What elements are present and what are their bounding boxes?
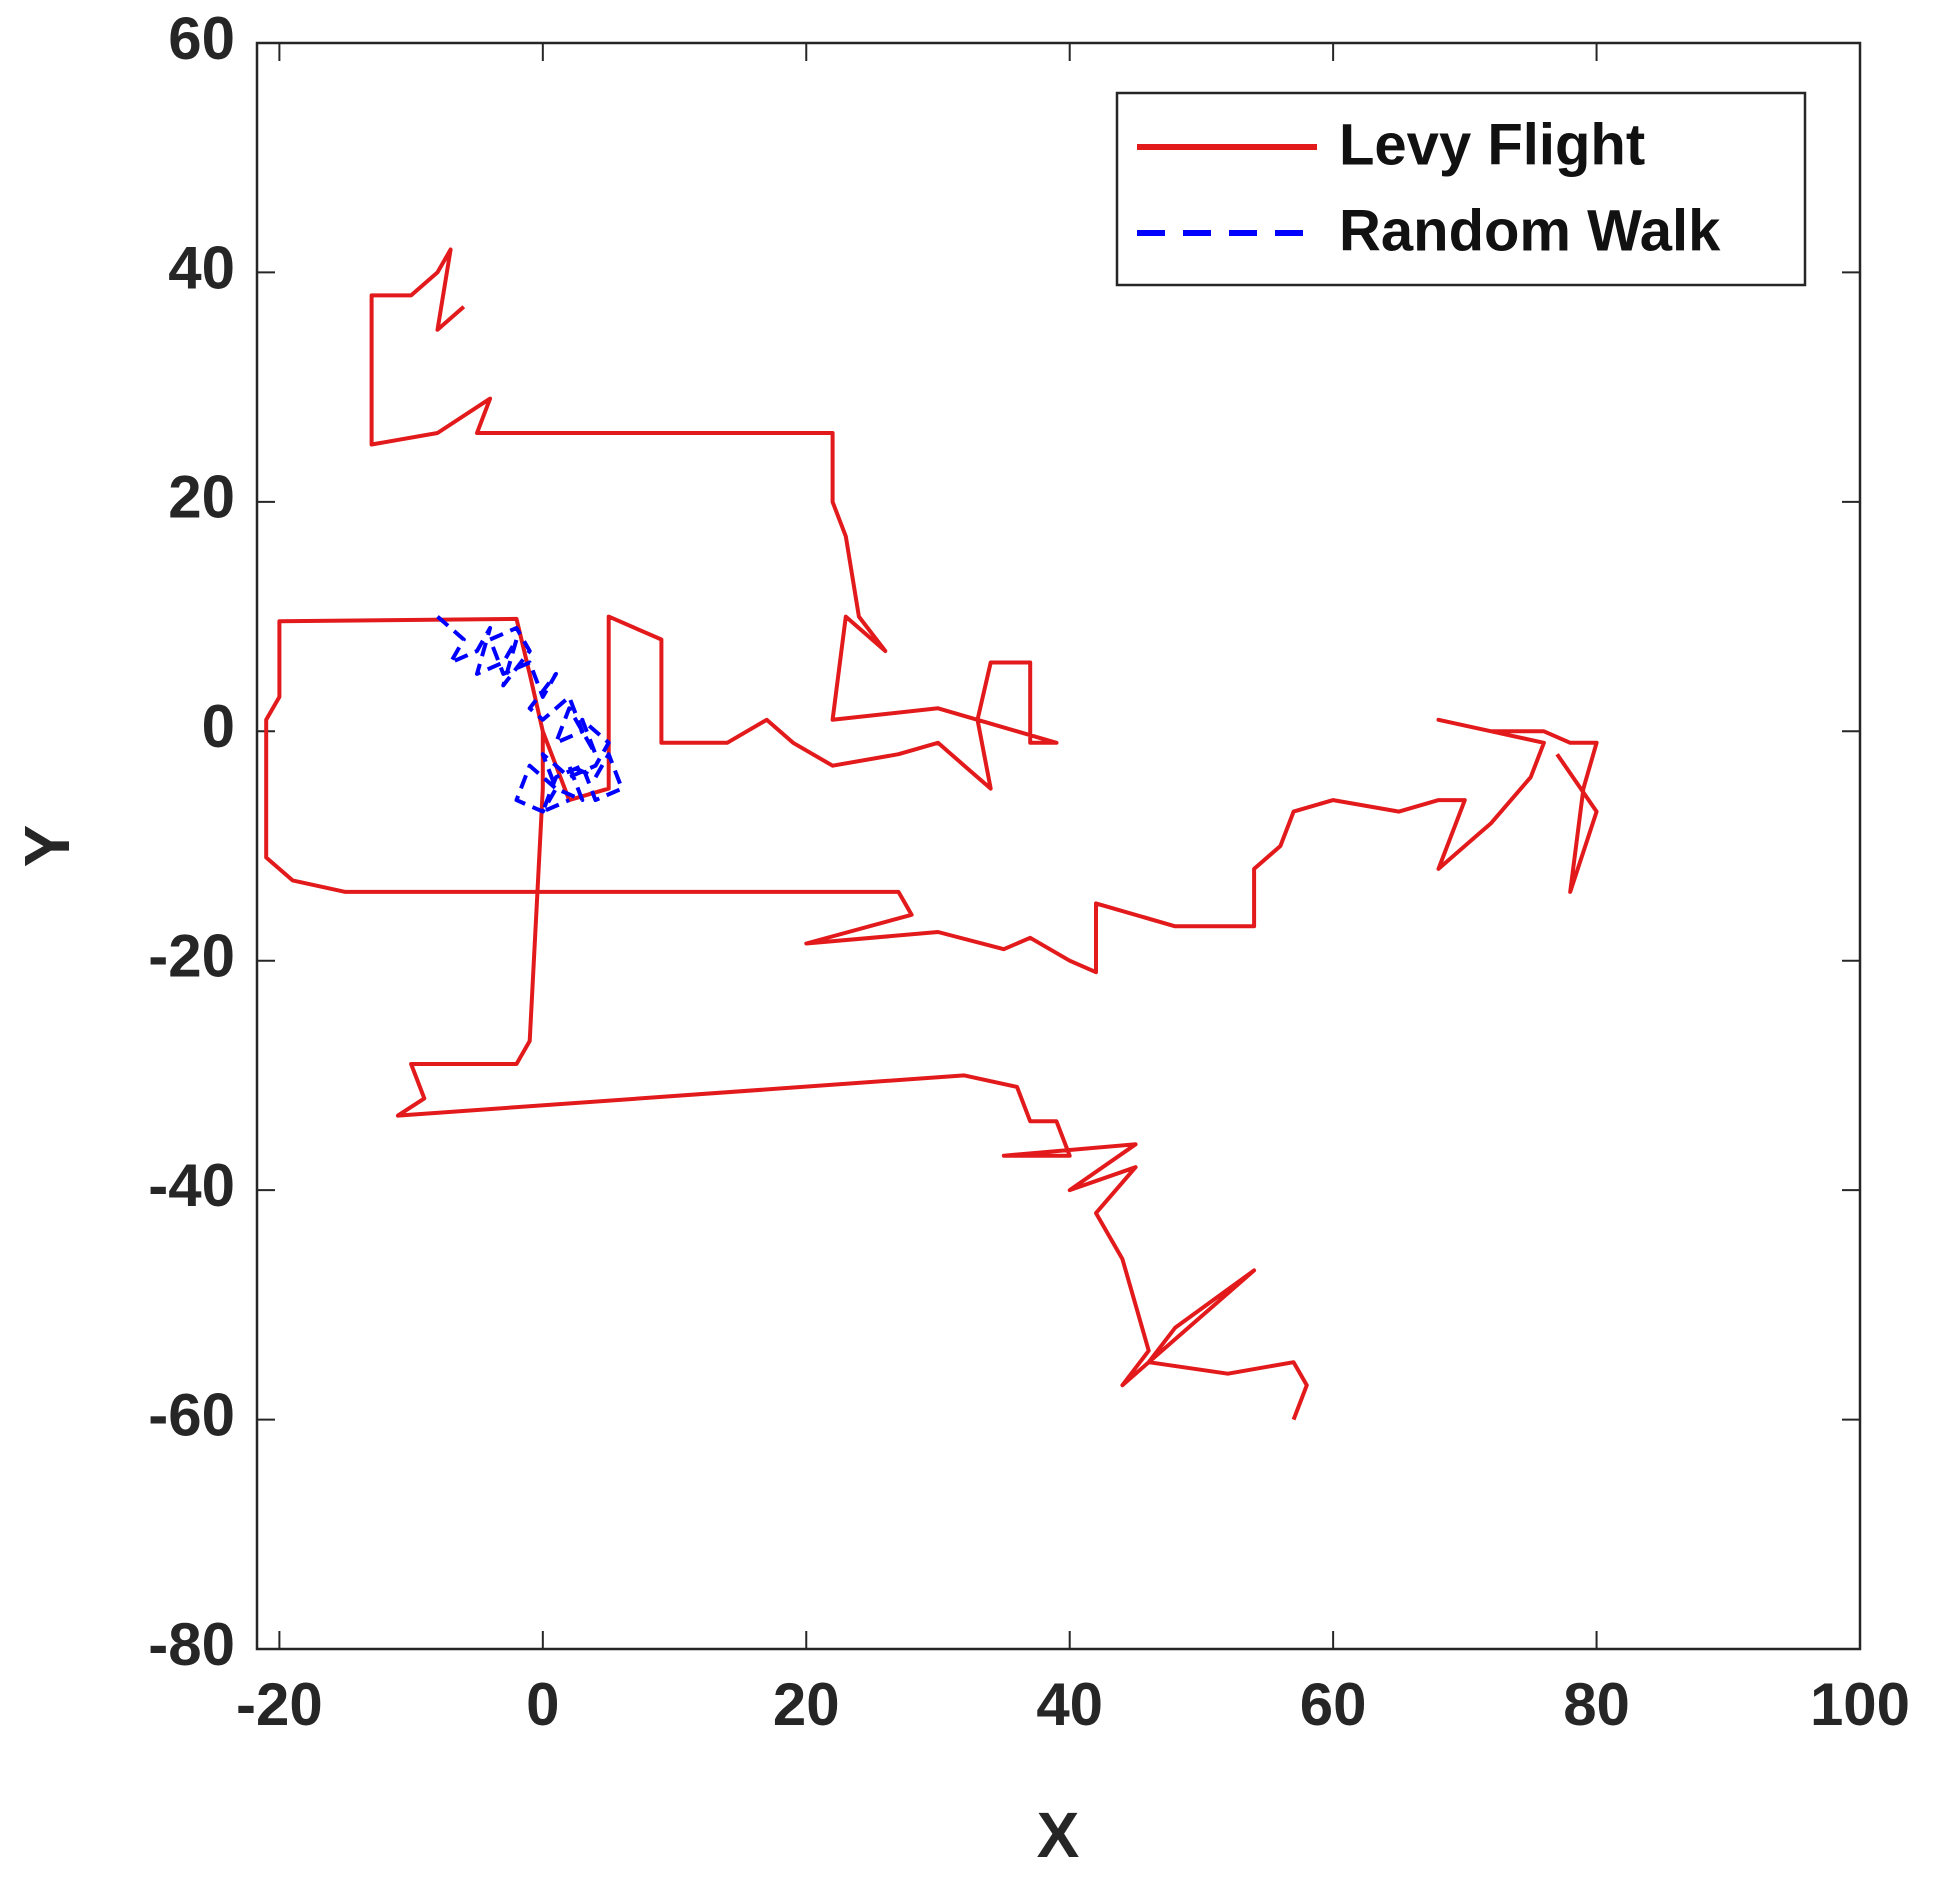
x-tick-label: 40 [1036,1671,1103,1738]
x-tick-label: 100 [1810,1671,1910,1738]
x-axis-label: X [1037,1799,1080,1871]
y-tick-label: -80 [148,1611,235,1678]
x-tick-label: -20 [236,1671,323,1738]
y-tick-label: 60 [168,5,235,72]
y-tick-label: 40 [168,234,235,301]
x-tick-label: 60 [1300,1671,1367,1738]
x-tick-label: 0 [526,1671,559,1738]
y-tick-label: -40 [148,1152,235,1219]
x-tick-label: 20 [773,1671,840,1738]
legend-label: Levy Flight [1339,112,1645,177]
y-tick-label: -60 [148,1381,235,1448]
y-tick-label: -20 [148,923,235,990]
y-tick-label: 20 [168,464,235,531]
y-tick-label: 0 [202,693,235,760]
plot-frame [255,41,1862,1651]
legend-label: Random Walk [1339,198,1721,263]
series-line [264,247,1599,1421]
y-axis-label: Y [11,825,83,868]
x-tick-label: 80 [1563,1671,1630,1738]
legend-box [1115,91,1807,287]
